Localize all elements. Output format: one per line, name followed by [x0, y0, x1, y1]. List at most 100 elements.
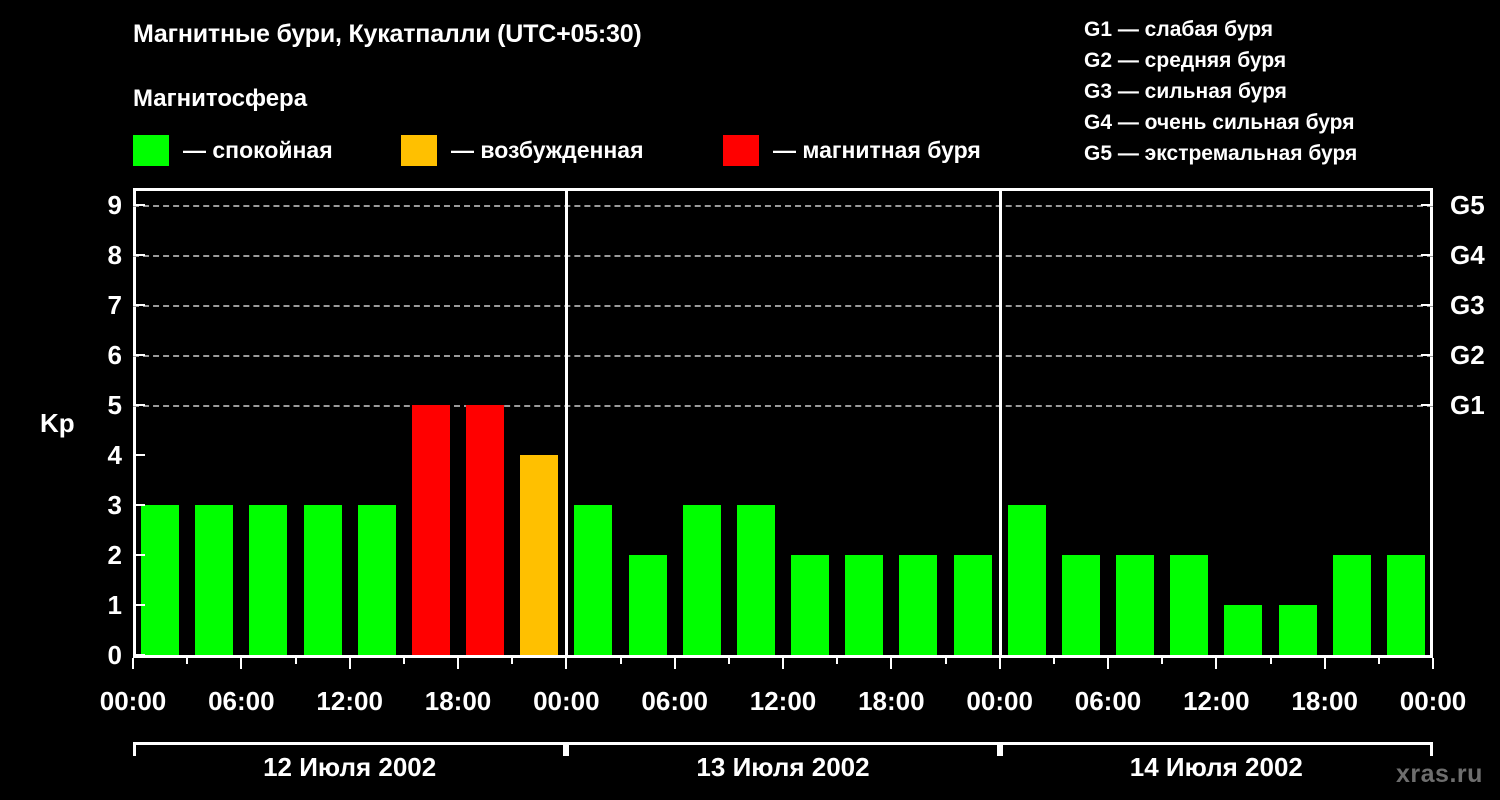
bar-kp: [1386, 554, 1425, 655]
x-tick-label: 12:00: [1183, 686, 1250, 716]
legend-item-unsettled: — возбужденная: [401, 132, 644, 168]
x-tick-label: 00:00: [966, 686, 1033, 716]
date-label: 13 Июля 2002: [696, 752, 870, 782]
bar-kp: [574, 504, 613, 655]
bar-kp: [195, 504, 234, 655]
bar-kp: [1007, 504, 1046, 655]
bar-kp: [628, 554, 667, 655]
bar-kp: [845, 554, 884, 655]
day-bracket: [133, 742, 567, 756]
page-title: Магнитные бури, Кукатпалли (UTC+05:30): [133, 20, 642, 48]
bar-kp: [899, 554, 938, 655]
x-tick-mark-minor: [944, 658, 947, 664]
y-tick-mark-5: [133, 403, 145, 406]
x-tick-mark: [457, 658, 459, 669]
x-axis-line: [133, 655, 1433, 658]
y-tick-mark-9: [133, 203, 145, 206]
x-tick-mark: [348, 658, 351, 669]
g-tick-label-g4: G4: [1450, 239, 1485, 270]
x-tick-mark-minor: [727, 658, 730, 664]
day-separator: [565, 188, 569, 655]
bar-kp: [953, 554, 992, 655]
x-tick-mark: [890, 658, 893, 669]
x-tick-mark: [1215, 658, 1218, 669]
x-tick-mark: [998, 658, 1001, 669]
bar-kp: [1332, 554, 1371, 655]
day-bracket: [566, 742, 1000, 756]
x-tick-label: 00:00: [99, 686, 167, 716]
plot-frame: [133, 188, 1433, 655]
g-scale-item-g1: G1 — слабая буря: [1084, 18, 1274, 41]
gridline-kp-6: [133, 354, 1433, 357]
x-tick-mark-minor: [836, 658, 839, 664]
y-tick-label-2: 2: [107, 539, 122, 570]
y-tick-mark-7: [133, 303, 145, 306]
g-scale-item-g5: G5 — экстремальная буря: [1084, 142, 1358, 165]
y-tick-label-3: 3: [107, 489, 122, 520]
bar-kp: [520, 454, 559, 655]
x-tick-mark-minor: [1377, 658, 1380, 664]
x-tick-mark: [1107, 658, 1109, 669]
bar-kp: [736, 504, 775, 655]
g-tick-label-g3: G3: [1450, 289, 1485, 320]
x-tick-mark: [673, 658, 676, 669]
g-tick-label-g1: G1: [1450, 389, 1485, 420]
bar-kp: [1116, 554, 1155, 655]
x-tick-mark-minor: [511, 658, 514, 664]
x-tick-label: 18:00: [1291, 686, 1358, 716]
date-label: 14 Июля 2002: [1129, 752, 1303, 782]
x-tick-label: 18:00: [858, 686, 925, 716]
g-scale-item-g4: G4 — очень сильная буря: [1084, 111, 1355, 134]
legend-item-calm: — спокойная: [133, 132, 333, 168]
y-tick-mark-2: [133, 553, 145, 556]
x-tick-mark-minor: [186, 658, 189, 664]
watermark: xras.ru: [1396, 760, 1483, 788]
day-bracket: [999, 742, 1433, 756]
x-tick-mark-minor: [294, 658, 297, 664]
legend-label-unsettled: — возбужденная: [451, 136, 644, 163]
bar-kp: [249, 504, 288, 655]
y-tick-label-7: 7: [107, 289, 122, 320]
x-tick-label: 12:00: [749, 686, 817, 716]
x-tick-mark: [132, 658, 134, 669]
magnetosphere-heading: Магнитосфера: [133, 85, 308, 112]
bar-kp: [1061, 554, 1100, 655]
g-tick-mark-g5: [1421, 203, 1433, 206]
day-separator: [998, 188, 1002, 655]
y-tick-label-0: 0: [107, 640, 122, 670]
y-tick-label-4: 4: [107, 439, 122, 470]
g-tick-mark-g1: [1421, 403, 1433, 406]
x-tick-mark-minor: [1161, 658, 1164, 664]
bar-kp: [466, 404, 505, 655]
bar-kp: [141, 504, 180, 655]
x-tick-mark: [1432, 658, 1434, 669]
y-tick-mark-8: [133, 253, 145, 256]
y-tick-label-9: 9: [107, 189, 122, 220]
g-tick-label-g5: G5: [1450, 189, 1485, 220]
legend-swatch-storm-icon: [723, 134, 759, 166]
legend-label-storm: — магнитная буря: [773, 136, 981, 163]
y-tick-label-5: 5: [107, 389, 122, 420]
bar-kp: [357, 504, 396, 655]
y-tick-mark-0: [133, 654, 145, 656]
bar-kp: [1170, 554, 1209, 655]
gridline-kp-9: [133, 204, 1433, 207]
y-tick-mark-1: [133, 603, 145, 606]
legend-label-calm: — спокойная: [183, 136, 333, 163]
x-tick-label: 00:00: [533, 686, 600, 716]
bar-kp: [411, 404, 450, 655]
g-tick-mark-g3: [1421, 303, 1433, 306]
gridline-kp-8: [133, 254, 1433, 257]
x-tick-label: 18:00: [424, 686, 492, 716]
x-tick-mark: [782, 658, 784, 669]
plot-area: [133, 188, 1433, 655]
g-tick-label-g2: G2: [1450, 339, 1485, 370]
g-tick-mark-g2: [1421, 353, 1433, 356]
x-tick-label: 06:00: [1074, 686, 1142, 716]
y-tick-mark-4: [133, 453, 145, 456]
x-tick-mark-minor: [402, 658, 405, 664]
x-tick-mark: [240, 658, 243, 669]
x-tick-label: 06:00: [208, 686, 275, 716]
bar-kp: [1278, 604, 1317, 655]
